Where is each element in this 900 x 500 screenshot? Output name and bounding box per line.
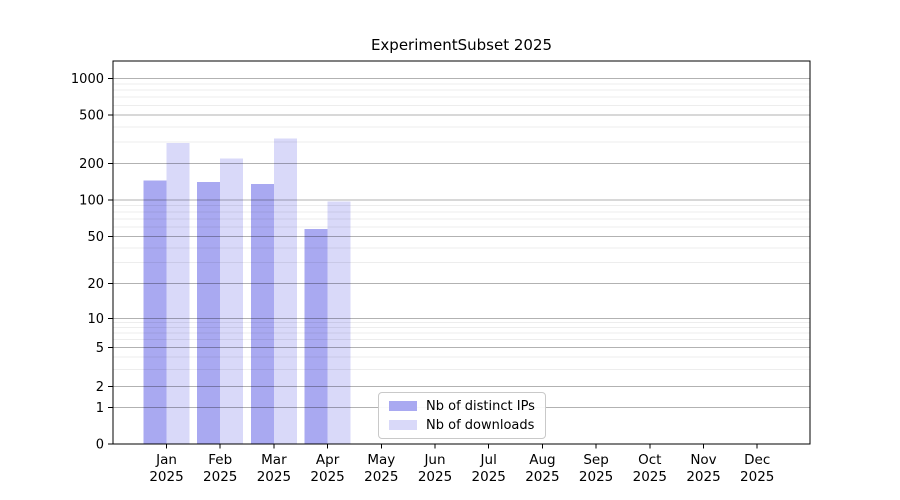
x-tick-label-oct: Oct 2025: [633, 452, 667, 485]
y-tick-label-100: 100: [79, 194, 104, 209]
y-tick-label-500: 500: [79, 109, 104, 124]
bar-distinct-ips-apr: [304, 228, 328, 444]
y-tick-label-1: 1: [96, 401, 104, 416]
legend-item-0: Nb of distinct IPs: [389, 399, 535, 414]
x-tick-label-jun: Jun 2025: [418, 452, 452, 485]
x-tick-label-sep: Sep 2025: [579, 452, 613, 485]
legend-swatch-0: [389, 401, 417, 411]
x-tick-label-jan: Jan 2025: [149, 452, 183, 485]
legend-item-1: Nb of downloads: [389, 418, 535, 433]
bar-downloads-feb: [220, 158, 244, 445]
legend-swatch-1: [389, 420, 417, 430]
chart-title: ExperimentSubset 2025: [370, 36, 553, 54]
y-tick-label-0: 0: [96, 438, 104, 453]
y-tick-label-50: 50: [87, 230, 104, 245]
x-tick-label-jul: Jul 2025: [472, 452, 506, 485]
legend-label-0: Nb of distinct IPs: [426, 398, 535, 414]
y-tick-label-20: 20: [87, 277, 104, 292]
bar-downloads-apr: [327, 201, 351, 444]
bar-downloads-jan: [166, 142, 190, 444]
plot-border: [112, 60, 811, 445]
y-tick-label-10: 10: [87, 312, 104, 327]
legend: Nb of distinct IPs Nb of downloads: [378, 392, 546, 439]
x-tick-label-aug: Aug 2025: [525, 452, 559, 485]
bar-distinct-ips-mar: [250, 184, 274, 444]
x-tick-label-apr: Apr 2025: [310, 452, 344, 485]
bar-downloads-mar: [273, 138, 297, 445]
x-tick-label-may: May 2025: [364, 452, 398, 485]
y-tick-label-1000: 1000: [71, 72, 104, 87]
x-tick-label-nov: Nov 2025: [686, 452, 720, 485]
legend-label-1: Nb of downloads: [426, 417, 535, 433]
x-tick-label-mar: Mar 2025: [257, 452, 291, 485]
y-tick-label-5: 5: [96, 341, 104, 356]
bar-distinct-ips-jan: [143, 180, 167, 445]
x-tick-label-dec: Dec 2025: [740, 452, 774, 485]
y-tick-label-2: 2: [96, 380, 104, 395]
x-tick-label-feb: Feb 2025: [203, 452, 237, 485]
y-tick-label-200: 200: [79, 157, 104, 172]
bar-distinct-ips-feb: [197, 182, 221, 445]
